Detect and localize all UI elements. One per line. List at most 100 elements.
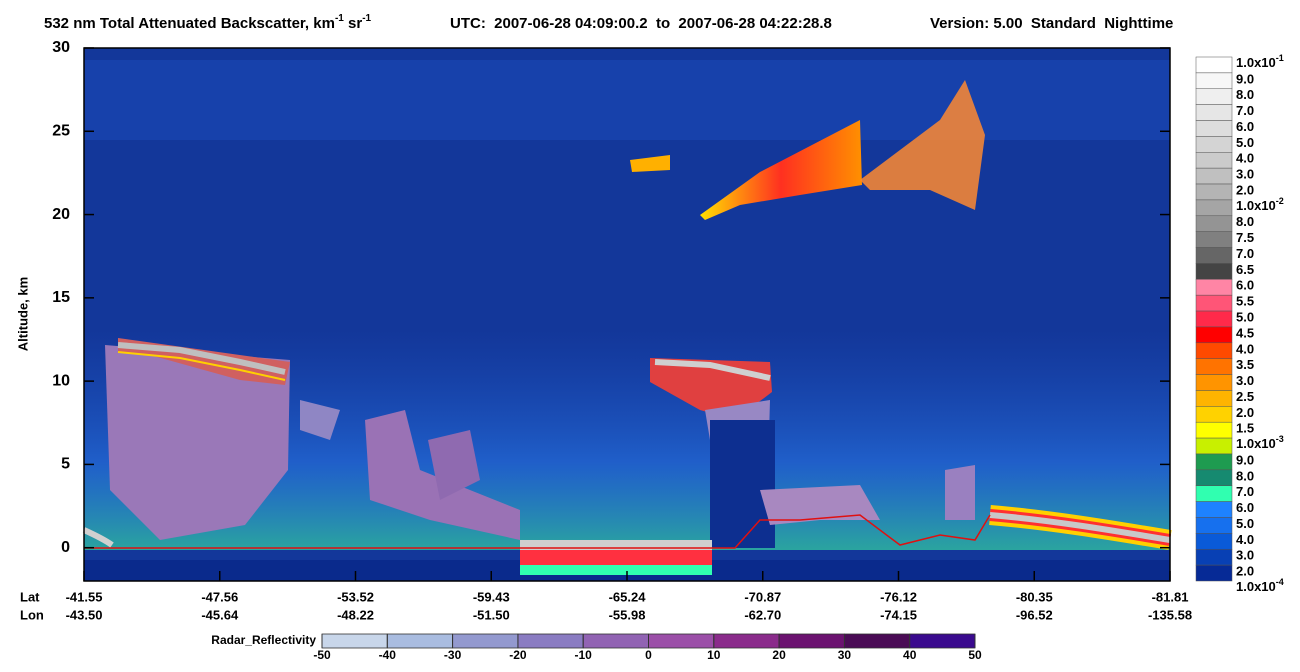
- x-tick-label: -53.52: [337, 589, 374, 604]
- title-text: sr: [344, 15, 363, 32]
- y-tick-label: 30: [52, 39, 70, 56]
- x-tick-label: -65.24: [609, 589, 647, 604]
- x-tick-label: -43.50: [66, 607, 103, 622]
- radar-colorbar-tick-label: 50: [968, 648, 982, 662]
- y-tick-label: 15: [52, 289, 70, 306]
- radar-colorbar-tick-label: 30: [838, 648, 852, 662]
- colorbar-label: 4.5: [1236, 325, 1254, 340]
- colorbar-label: 3.0: [1236, 373, 1254, 388]
- y-tick-label: 0: [61, 539, 70, 556]
- title-superscript: -1: [335, 13, 344, 24]
- radar-colorbar-swatch: [517, 633, 584, 649]
- radar-colorbar-label: Radar_Reflectivity: [211, 633, 316, 647]
- colorbar-label-base: 1.0x10: [1236, 55, 1276, 70]
- x-tick-label: -48.22: [337, 607, 374, 622]
- colorbar-swatch: [1195, 120, 1233, 137]
- radar-colorbar-swatch: [582, 633, 649, 649]
- x-tick-label: -55.98: [609, 607, 646, 622]
- colorbar-swatch: [1195, 279, 1233, 296]
- y-axis-label: Altitude, km: [15, 277, 30, 351]
- radar-colorbar-tick-label: -40: [379, 648, 397, 662]
- colorbar-swatch: [1195, 453, 1233, 471]
- radar-colorbar-tick-label: 0: [645, 648, 652, 662]
- radar-colorbar: Radar_Reflectivity-50 -40 -30 -20 -10 0 10 20 30…: [211, 633, 982, 662]
- colorbar-swatch: [1195, 564, 1233, 582]
- colorbar-label: 7.5: [1236, 230, 1254, 245]
- radar-colorbar-tick-label: -50: [313, 648, 331, 662]
- colorbar-swatch: [1195, 342, 1233, 359]
- colorbar-swatch: [1195, 152, 1233, 169]
- colorbar-label-exponent: -2: [1276, 196, 1284, 206]
- radar-colorbar-tick-label: 20: [772, 648, 786, 662]
- radar-colorbar-tick-label: 40: [903, 648, 917, 662]
- colorbar-label: 3.0: [1236, 167, 1254, 182]
- chart-title: 532 nm Total Attenuated Backscatter, km-…: [44, 13, 372, 32]
- colorbar-label: 7.0: [1236, 484, 1254, 499]
- colorbar-label: 9.0: [1236, 71, 1254, 86]
- colorbar-swatch: [1195, 326, 1233, 344]
- colorbar-label: 6.0: [1236, 278, 1254, 293]
- colorbar-label-base: 1.0x10: [1236, 198, 1276, 213]
- radar-colorbar-swatch: [778, 633, 845, 649]
- version: Version: 5.00 Standard Nighttime: [930, 15, 1173, 32]
- colorbar-swatch: [1195, 247, 1233, 264]
- colorbar-label-exponent: -4: [1276, 577, 1284, 587]
- radar-colorbar-tick-label: -30: [444, 648, 462, 662]
- colorbar-label: 5.0: [1236, 516, 1254, 531]
- colorbar-swatch: [1195, 374, 1233, 391]
- colorbar-label: 2.0: [1236, 182, 1254, 197]
- colorbar-label: 7.0: [1236, 103, 1254, 118]
- x-tick-label: -96.52: [1016, 607, 1053, 622]
- colorbar-swatch: [1195, 104, 1233, 121]
- colorbar-swatch: [1195, 136, 1233, 153]
- colorbar-swatch: [1195, 215, 1233, 232]
- colorbar-label: 8.0: [1236, 468, 1254, 483]
- x-tick-label: -76.12: [880, 589, 917, 604]
- x-tick-label: -135.58: [1148, 607, 1192, 622]
- colorbar-label: 1.5: [1236, 421, 1254, 436]
- x-row-name: Lon: [20, 607, 44, 622]
- colorbar-swatch: [1195, 469, 1233, 486]
- time-range: UTC: 2007-06-28 04:09:00.2 to 2007-06-28…: [450, 15, 832, 32]
- colorbar-swatch: [1195, 390, 1233, 407]
- x-tick-label: -47.56: [201, 589, 238, 604]
- colorbar-swatch: [1195, 72, 1233, 90]
- colorbar-label-exponent: -3: [1276, 434, 1284, 444]
- colorbar-swatch: [1195, 231, 1233, 248]
- radar-colorbar-swatch: [909, 633, 976, 649]
- y-tick-label: 10: [52, 372, 70, 389]
- colorbar-label: 4.0: [1236, 341, 1254, 356]
- colorbar-label: 1.0x10-4: [1236, 577, 1284, 594]
- colorbar-label: 1.0x10-3: [1236, 434, 1284, 451]
- colorbar-label: 5.5: [1236, 294, 1254, 309]
- x-tick-label: -70.87: [744, 589, 781, 604]
- colorbar-swatch: [1195, 88, 1233, 105]
- colorbar-label: 3.5: [1236, 357, 1254, 372]
- radar-colorbar-swatch: [648, 633, 715, 649]
- x-tick-label: -80.35: [1016, 589, 1053, 604]
- colorbar-label: 2.0: [1236, 564, 1254, 579]
- colorbar-swatch: [1195, 437, 1233, 455]
- colorbar-label: 8.0: [1236, 214, 1254, 229]
- x-tick-label: -51.50: [473, 607, 510, 622]
- curtain: [82, 48, 1172, 581]
- colorbar-label: 1.0x10-2: [1236, 196, 1284, 213]
- y-tick-label: 5: [61, 456, 70, 473]
- colorbar-swatch: [1195, 501, 1233, 518]
- radar-colorbar-tick-label: 10: [707, 648, 721, 662]
- colorbar-label: 5.0: [1236, 309, 1254, 324]
- colorbar-swatch: [1195, 294, 1233, 312]
- colorbar-swatch: [1195, 183, 1233, 201]
- backscatter-colorbar: 1.0x10-19.08.07.06.05.04.03.02.01.0x10-2…: [1195, 53, 1284, 594]
- x-tick-label: -62.70: [744, 607, 781, 622]
- colorbar-label: 3.0: [1236, 548, 1254, 563]
- colorbar-swatch: [1195, 533, 1233, 550]
- colorbar-label: 5.0: [1236, 135, 1254, 150]
- x-tick-label: -45.64: [201, 607, 239, 622]
- title-text: 532 nm Total Attenuated Backscatter, km: [44, 15, 335, 32]
- colorbar-swatch: [1195, 485, 1233, 502]
- y-tick-label: 20: [52, 206, 70, 223]
- x-tick-label: -81.81: [1152, 589, 1189, 604]
- colorbar-label: 1.0x10-1: [1236, 53, 1284, 70]
